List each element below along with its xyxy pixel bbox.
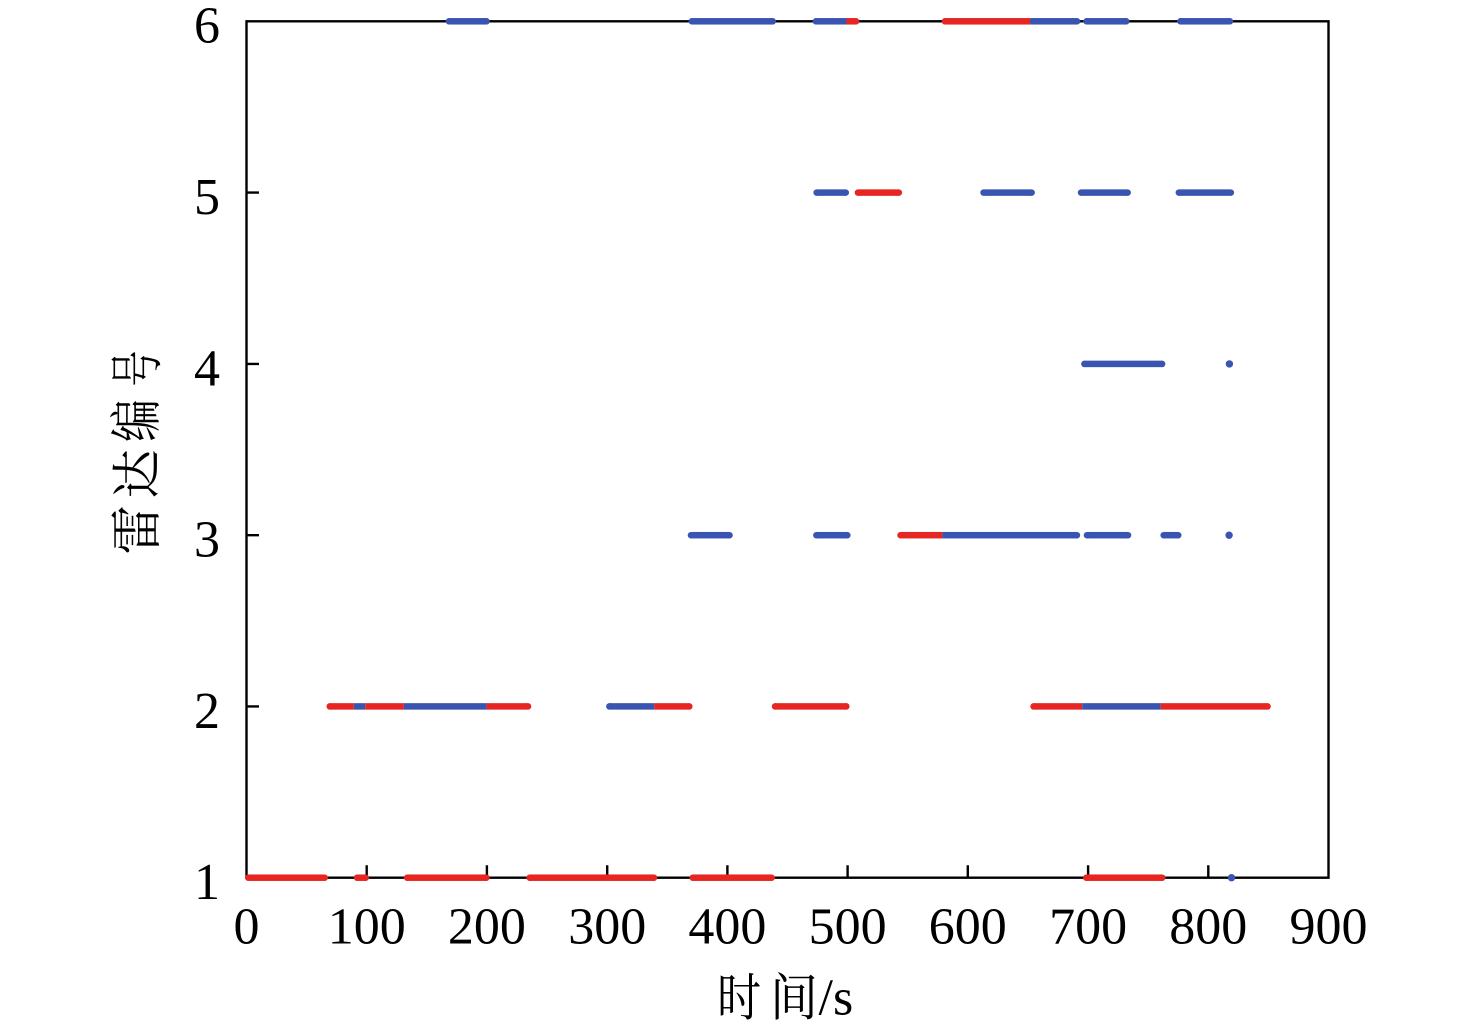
svg-text:500: 500 [809, 898, 887, 955]
svg-text:0: 0 [234, 898, 260, 955]
svg-text:800: 800 [1169, 898, 1247, 955]
svg-text:200: 200 [448, 898, 526, 955]
svg-text:2: 2 [194, 683, 220, 740]
svg-text:3: 3 [194, 512, 220, 569]
svg-text:1: 1 [194, 854, 220, 911]
svg-text:300: 300 [568, 898, 646, 955]
svg-text:/s: /s [819, 970, 854, 1027]
svg-text:4: 4 [194, 340, 220, 397]
svg-text:400: 400 [688, 898, 766, 955]
svg-text:600: 600 [929, 898, 1007, 955]
svg-text:900: 900 [1290, 898, 1368, 955]
svg-text:6: 6 [194, 0, 220, 55]
svg-text:100: 100 [328, 898, 406, 955]
svg-text:700: 700 [1049, 898, 1127, 955]
svg-text:5: 5 [194, 169, 220, 226]
